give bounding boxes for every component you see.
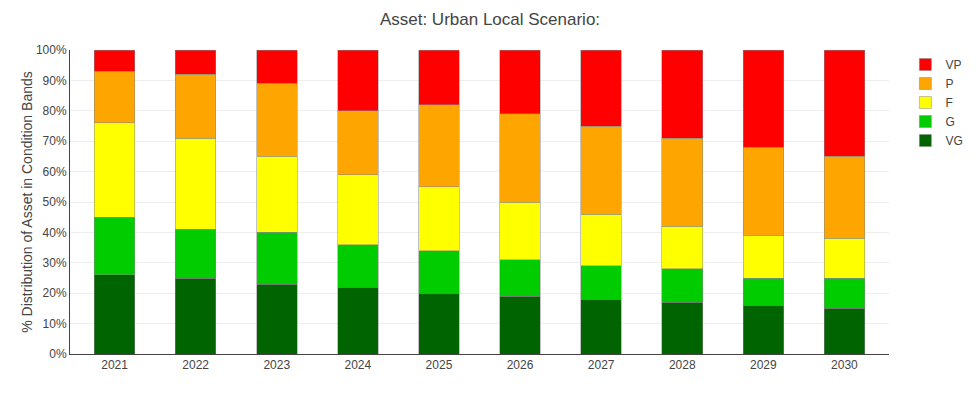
svg-text:2028: 2028 [669, 358, 696, 372]
svg-text:2029: 2029 [750, 358, 777, 372]
svg-text:2027: 2027 [588, 358, 615, 372]
svg-text:0%: 0% [49, 347, 67, 361]
svg-text:F: F [945, 96, 952, 110]
svg-text:2025: 2025 [426, 358, 453, 372]
svg-text:2024: 2024 [345, 358, 372, 372]
svg-text:% Distribution of Asset in Con: % Distribution of Asset in Condition Ban… [19, 71, 35, 332]
svg-text:2021: 2021 [101, 358, 128, 372]
svg-text:40%: 40% [43, 226, 67, 240]
svg-text:90%: 90% [43, 74, 67, 88]
svg-text:P: P [945, 77, 953, 91]
svg-text:VG: VG [945, 134, 962, 148]
svg-text:10%: 10% [43, 317, 67, 331]
svg-text:30%: 30% [43, 256, 67, 270]
svg-text:2026: 2026 [507, 358, 534, 372]
svg-text:20%: 20% [43, 286, 67, 300]
svg-text:G: G [945, 115, 954, 129]
svg-text:100%: 100% [36, 43, 67, 57]
svg-text:2023: 2023 [263, 358, 290, 372]
svg-text:80%: 80% [43, 104, 67, 118]
svg-text:60%: 60% [43, 165, 67, 179]
svg-text:2022: 2022 [182, 358, 209, 372]
svg-text:Asset: Urban Local Scenario:: Asset: Urban Local Scenario: [380, 10, 600, 29]
svg-text:70%: 70% [43, 134, 67, 148]
svg-text:50%: 50% [43, 195, 67, 209]
svg-text:VP: VP [945, 58, 961, 72]
svg-text:2030: 2030 [831, 358, 858, 372]
